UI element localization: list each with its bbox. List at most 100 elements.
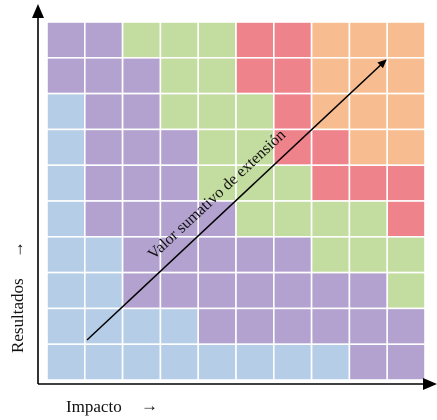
grid-cell-green (121, 21, 162, 59)
grid-cell-green (272, 200, 313, 238)
matrix-grid (46, 21, 426, 381)
grid-cell-purple (121, 92, 162, 131)
grid-cell-purple (197, 236, 237, 274)
grid-cell-purple (46, 56, 86, 95)
grid-cell-green (235, 200, 275, 238)
grid-cell-purple (121, 200, 162, 238)
grid-cell-orange (310, 21, 351, 59)
grid-cell-green (197, 164, 237, 202)
diagonal-value-arrow (86, 59, 387, 341)
grid-cell-purple (84, 56, 124, 95)
grid-cell-purple (272, 271, 313, 310)
y-axis-label: Resultados (8, 278, 27, 353)
grid-cell-purple (121, 164, 162, 202)
grid-cell-purple (235, 236, 275, 274)
grid-cell-orange (386, 92, 426, 131)
y-axis-arrowhead (32, 4, 44, 18)
grid-cell-purple (348, 307, 388, 345)
grid-cell-red (272, 56, 313, 95)
x-axis-arrowhead (423, 378, 437, 390)
grid-cell-orange (348, 21, 388, 59)
grid-cell-purple (159, 200, 199, 238)
grid-cell-blue (84, 236, 124, 274)
grid-cell-orange (386, 56, 426, 95)
grid-cell-purple (235, 307, 275, 345)
grid-cell-red (272, 92, 313, 131)
grid-cell-red (386, 164, 426, 202)
grid-cell-green (235, 128, 275, 166)
grid-cell-purple (348, 271, 388, 310)
grid-cell-purple (121, 271, 162, 310)
grid-cell-blue (121, 343, 162, 381)
grid-cell-blue (46, 271, 86, 310)
grid-cell-purple (235, 271, 275, 310)
grid-cell-blue (46, 92, 86, 131)
grid-cell-blue (159, 343, 199, 381)
grid-cell-purple (84, 21, 124, 59)
grid-cell-green (272, 164, 313, 202)
grid-cell-purple (272, 307, 313, 345)
grid-cell-blue (46, 343, 86, 381)
grid-cell-blue (84, 307, 124, 345)
x-axis-label-arrow: → (141, 396, 158, 415)
grid-cell-blue (46, 128, 86, 166)
grid-cell-purple (310, 271, 351, 310)
grid-cell-purple (386, 307, 426, 345)
grid-cell-purple (197, 307, 237, 345)
grid-cell-blue (272, 343, 313, 381)
grid-cell-green (386, 236, 426, 274)
grid-cell-red (272, 21, 313, 59)
grid-cell-purple (272, 236, 313, 274)
grid-cell-purple (121, 56, 162, 95)
grid-cell-blue (235, 343, 275, 381)
grid-cell-blue (46, 200, 86, 238)
grid-cell-red (235, 21, 275, 59)
grid-cell-green (159, 56, 199, 95)
grid-cell-green (159, 21, 199, 59)
grid-cell-green (197, 21, 237, 59)
grid-cell-blue (197, 343, 237, 381)
grid-cell-green (348, 200, 388, 238)
grid-cell-green (310, 236, 351, 274)
grid-cell-red (386, 200, 426, 238)
grid-cell-blue (121, 307, 162, 345)
grid-cell-purple (159, 128, 199, 166)
grid-cell-green (348, 236, 388, 274)
grid-cell-purple (159, 164, 199, 202)
grid-cell-purple (348, 343, 388, 381)
grid-cell-blue (310, 343, 351, 381)
grid-cell-blue (159, 307, 199, 345)
grid-cell-purple (386, 343, 426, 381)
grid-cell-purple (84, 200, 124, 238)
grid-cell-orange (386, 21, 426, 59)
grid-cell-purple (84, 128, 124, 166)
grid-cell-green (197, 92, 237, 131)
grid-cell-purple (84, 92, 124, 131)
grid-cell-purple (121, 128, 162, 166)
grid-cell-red (310, 128, 351, 166)
grid-cell-red (310, 164, 351, 202)
grid-cell-purple (197, 271, 237, 310)
grid-cell-blue (46, 307, 86, 345)
grid-cell-green (197, 56, 237, 95)
grid-cell-green (235, 92, 275, 131)
grid-cell-purple (84, 164, 124, 202)
grid-cell-red (235, 56, 275, 95)
grid-cell-purple (310, 307, 351, 345)
grid-cell-orange (348, 128, 388, 166)
grid-cell-green (197, 128, 237, 166)
grid-cell-blue (84, 343, 124, 381)
grid-cell-purple (46, 21, 86, 59)
y-axis-label-arrow: → (8, 241, 27, 258)
x-axis-label: Impacto (66, 397, 122, 416)
grid-cell-green (159, 92, 199, 131)
grid-cell-blue (46, 236, 86, 274)
grid-cell-green (386, 271, 426, 310)
grid-cell-orange (310, 56, 351, 95)
grid-cell-blue (84, 271, 124, 310)
grid-cell-orange (348, 92, 388, 131)
grid-cell-red (348, 164, 388, 202)
grid-cell-green (310, 200, 351, 238)
grid-cell-purple (159, 271, 199, 310)
